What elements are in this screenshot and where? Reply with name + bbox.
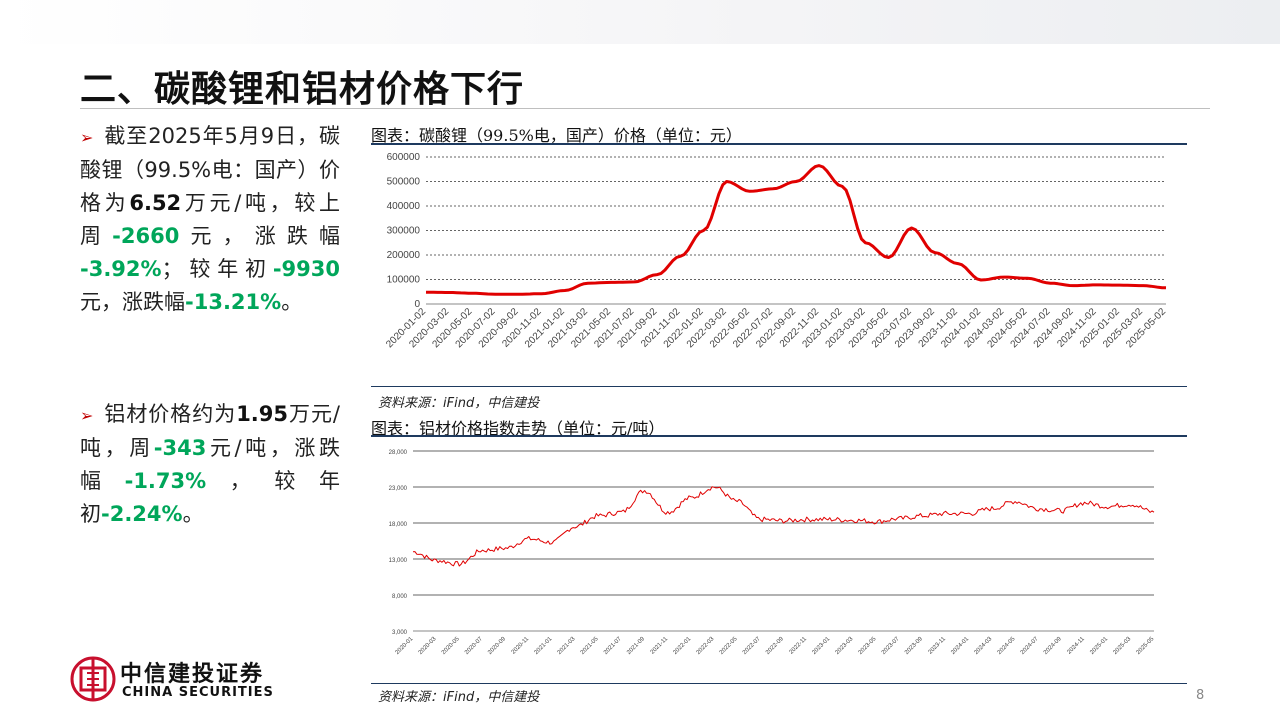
chart1-bottom-rule — [371, 386, 1187, 387]
x-tick-label: 2024-11 — [1066, 636, 1086, 656]
bullet2-segment: 万元/吨，周 — [80, 402, 340, 460]
bullet1-segment: -2660 — [112, 224, 180, 248]
bullet1-segment: -9930 — [272, 257, 340, 281]
bullet1-segment: 6.52 — [129, 191, 182, 215]
chart2-bottom-rule — [371, 683, 1187, 684]
x-tick-label: 2021-01 — [534, 636, 554, 656]
x-tick-label: 2020-09 — [487, 636, 507, 656]
x-tick-label: 2022-05 — [719, 636, 739, 656]
bullet2-segment: 铝材价格约为 — [103, 402, 237, 426]
y-tick-label: 400000 — [387, 201, 421, 212]
title-divider — [80, 108, 1210, 109]
x-tick-label: 2020-07 — [464, 636, 484, 656]
x-tick-label: 2020-05 — [441, 636, 461, 656]
bullet2-segment: 1.95 — [236, 402, 289, 426]
bullet-lithium-text: 截至2025年5月9日，碳酸锂（99.5%电：国产）价格为6.52万元/吨，较上… — [80, 124, 340, 314]
chart1-top-rule — [371, 143, 1187, 145]
bullet1-segment: -13.21% — [185, 290, 282, 314]
x-tick-label: 2023-07 — [881, 636, 901, 656]
x-tick-label: 2022-03 — [696, 636, 716, 656]
top-gradient-bar — [0, 0, 1280, 44]
bullet1-segment: 万元/吨，较上周 — [80, 191, 341, 248]
bullet1-segment: 截至2025年5月9日，碳酸锂（99.5%电：国产）价格为 — [80, 124, 340, 215]
x-tick-label: 2025-03 — [1112, 636, 1132, 656]
company-logo: 中信建投证券 CHINA SECURITIES — [70, 652, 280, 708]
x-tick-label: 2023-11 — [928, 636, 948, 656]
y-tick-label: 28,000 — [389, 450, 408, 456]
bullet2-segment: -1.73% — [124, 469, 207, 493]
bullet2-segment: 元/吨，涨跌幅 — [80, 436, 341, 493]
lithium-price-chart: 0100000200000300000400000500000600000202… — [384, 152, 1168, 350]
bullet-aluminum-text: 铝材价格约为1.95万元/吨，周-343元/吨，涨跌幅-1.73%，较年初-2.… — [80, 402, 340, 526]
bullet2-segment: 。 — [182, 502, 204, 526]
x-tick-label: 2022-11 — [789, 636, 809, 656]
x-tick-label: 2021-11 — [650, 636, 670, 656]
series-line — [412, 486, 1155, 567]
x-tick-label: 2023-03 — [835, 636, 855, 656]
page-title: 二、碳酸锂和铝材价格下行 — [80, 69, 525, 110]
page-number: 8 — [1196, 688, 1205, 703]
bullet-arrow-icon: ➢ — [80, 406, 94, 425]
x-tick-label: 2020-03 — [418, 636, 438, 656]
series-line — [425, 164, 1167, 296]
y-tick-label: 300000 — [387, 226, 421, 237]
x-tick-label: 2025-05 — [1136, 636, 1156, 656]
y-tick-label: 23,000 — [389, 486, 408, 492]
bullet2-segment: ，较年初 — [80, 469, 341, 526]
y-tick-label: 3,000 — [392, 630, 408, 636]
chart2-source: 资料来源：iFind，中信建投 — [378, 690, 540, 705]
logo-chinese-name: 中信建投证券 — [120, 662, 265, 687]
chart2-top-rule — [371, 435, 1187, 437]
y-tick-label: 500000 — [387, 177, 421, 188]
x-tick-label: 2023-01 — [811, 636, 831, 656]
bullet1-segment: 元，涨跌幅 — [80, 290, 185, 314]
logo-english-name: CHINA SECURITIES — [122, 685, 274, 700]
x-tick-label: 2021-03 — [557, 636, 577, 656]
y-tick-label: 18,000 — [389, 522, 408, 528]
chart1-source: 资料来源：iFind，中信建投 — [378, 396, 540, 411]
x-tick-label: 2024-01 — [950, 636, 970, 656]
y-tick-label: 13,000 — [389, 558, 408, 564]
y-tick-label: 8,000 — [392, 594, 408, 600]
x-tick-label: 2021-09 — [626, 636, 646, 656]
aluminum-index-chart: 3,000 8,000 13,000 18,000 23,000 28,000 2020-0… — [389, 450, 1156, 656]
bullet2-segment: -2.24% — [101, 502, 183, 526]
x-tick-label: 2024-09 — [1043, 636, 1063, 656]
x-tick-label: 2021-07 — [603, 636, 623, 656]
x-tick-label: 2024-07 — [1020, 636, 1040, 656]
x-tick-label: 2022-01 — [672, 636, 692, 656]
y-tick-label: 100000 — [387, 275, 421, 286]
bullet-lithium: ➢ 截至2025年5月9日，碳酸锂（99.5%电：国产）价格为6.52万元/吨，较… — [80, 120, 340, 319]
chart2-title: 图表：铝材价格指数走势（单位：元/吨） — [371, 419, 665, 438]
x-tick-label: 2020-01 — [395, 636, 415, 656]
x-tick-label: 2024-03 — [973, 636, 993, 656]
y-tick-label: 0 — [414, 299, 420, 310]
x-tick-label: 2024-05 — [997, 636, 1017, 656]
chart1-title: 图表：碳酸锂（99.5%电，国产）价格（单位：元） — [371, 126, 742, 145]
bullet1-segment: 元，涨跌幅 — [179, 224, 341, 248]
x-tick-label: 2021-05 — [580, 636, 600, 656]
x-tick-label: 2023-05 — [858, 636, 878, 656]
bullet1-segment: 。 — [281, 290, 303, 314]
bullet-arrow-icon: ➢ — [80, 128, 94, 147]
bullet1-segment: ；较年初 — [161, 257, 273, 281]
x-tick-label: 2020-11 — [511, 636, 531, 656]
bullet2-segment: -343 — [153, 436, 207, 460]
y-tick-label: 200000 — [387, 250, 421, 261]
citic-emblem-icon — [70, 656, 116, 702]
bullet1-segment: -3.92% — [80, 257, 162, 281]
bullet-aluminum: ➢ 铝材价格约为1.95万元/吨，周-343元/吨，涨跌幅-1.73%，较年初-2… — [80, 398, 340, 531]
x-tick-label: 2025-01 — [1089, 636, 1109, 656]
x-tick-label: 2022-07 — [742, 636, 762, 656]
y-tick-label: 600000 — [387, 152, 421, 163]
x-tick-label: 2023-09 — [904, 636, 924, 656]
x-tick-label: 2022-09 — [765, 636, 785, 656]
